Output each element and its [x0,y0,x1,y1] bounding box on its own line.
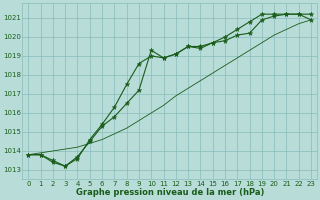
X-axis label: Graphe pression niveau de la mer (hPa): Graphe pression niveau de la mer (hPa) [76,188,264,197]
